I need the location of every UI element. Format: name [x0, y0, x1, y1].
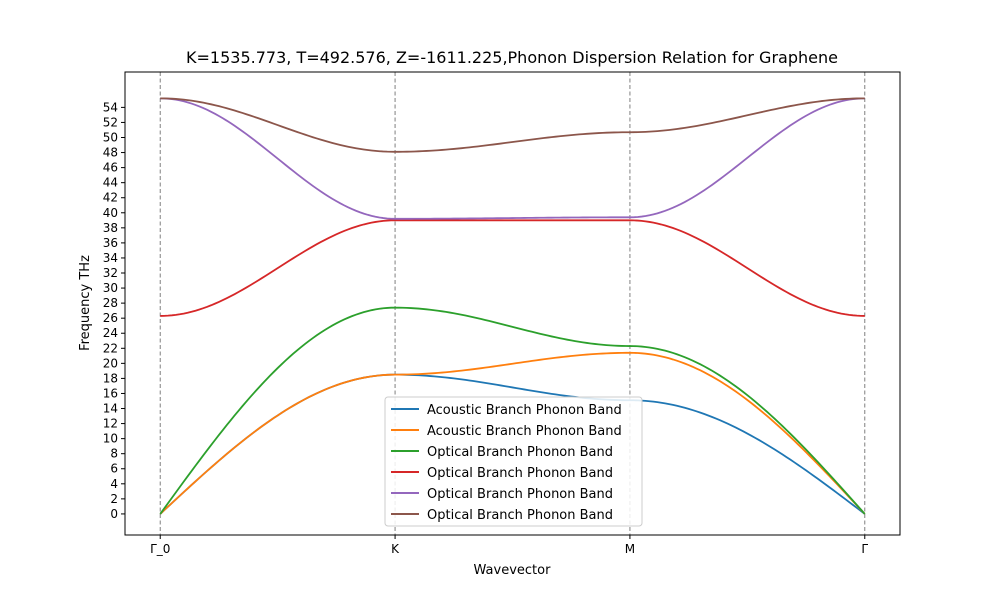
y-tick-label-25: 50: [103, 130, 118, 144]
y-tick-label-24: 48: [103, 146, 118, 160]
y-tick-label-11: 22: [103, 341, 118, 355]
series-line-4: [160, 97, 865, 220]
y-tick-label-27: 54: [103, 100, 118, 114]
legend-label-4: Optical Branch Phonon Band: [427, 487, 613, 502]
y-tick-label-16: 32: [103, 266, 118, 280]
x-tick-label-3: Γ: [861, 542, 868, 556]
y-tick-label-7: 14: [103, 402, 118, 416]
y-tick-label-8: 16: [103, 386, 118, 400]
y-tick-label-23: 46: [103, 161, 118, 175]
y-tick-label-15: 30: [103, 281, 118, 295]
y-tick-label-22: 44: [103, 176, 118, 190]
y-tick-label-18: 36: [103, 236, 118, 250]
y-tick-label-12: 24: [103, 326, 118, 340]
y-tick-label-0: 0: [110, 507, 118, 521]
y-tick-label-21: 42: [103, 191, 118, 205]
series-line-5: [160, 97, 865, 153]
x-tick-label-1: K: [391, 542, 400, 556]
legend-label-3: Optical Branch Phonon Band: [427, 466, 613, 481]
legend: Acoustic Branch Phonon Band Acoustic Bran…: [384, 396, 643, 527]
x-axis-ticks: Γ_0 K M Γ: [150, 535, 868, 556]
legend-box: [384, 396, 643, 527]
y-tick-label-9: 18: [103, 371, 118, 385]
y-tick-label-1: 2: [110, 492, 118, 506]
legend-label-5: Optical Branch Phonon Band: [427, 508, 613, 523]
y-tick-label-17: 34: [103, 251, 118, 265]
y-axis-ticks: 0246810121416182022242628303234363840424…: [103, 100, 125, 521]
y-tick-label-26: 52: [103, 115, 118, 129]
series-layer: [159, 97, 866, 515]
y-tick-label-13: 26: [103, 311, 118, 325]
legend-label-2: Optical Branch Phonon Band: [427, 445, 613, 460]
series-line-1: [159, 351, 866, 515]
y-tick-label-10: 20: [103, 356, 118, 370]
x-tick-label-0: Γ_0: [150, 542, 170, 556]
legend-label-0: Acoustic Branch Phonon Band: [427, 403, 622, 418]
y-tick-label-5: 10: [103, 432, 118, 446]
y-tick-label-3: 6: [110, 462, 118, 476]
y-tick-label-4: 8: [110, 447, 118, 461]
y-axis-label: Frequency THz: [78, 255, 93, 351]
series-line-2: [159, 306, 866, 515]
x-tick-label-2: M: [625, 542, 635, 556]
y-tick-label-19: 38: [103, 221, 118, 235]
series-line-3: [160, 219, 865, 317]
chart-title: K=1535.773, T=492.576, Z=-1611.225,Phono…: [186, 48, 838, 67]
y-tick-label-6: 12: [103, 417, 118, 431]
x-axis-label: Wavevector: [474, 563, 552, 578]
y-tick-label-20: 40: [103, 206, 118, 220]
y-tick-label-14: 28: [103, 296, 118, 310]
legend-label-1: Acoustic Branch Phonon Band: [427, 424, 622, 439]
y-tick-label-2: 4: [110, 477, 118, 491]
